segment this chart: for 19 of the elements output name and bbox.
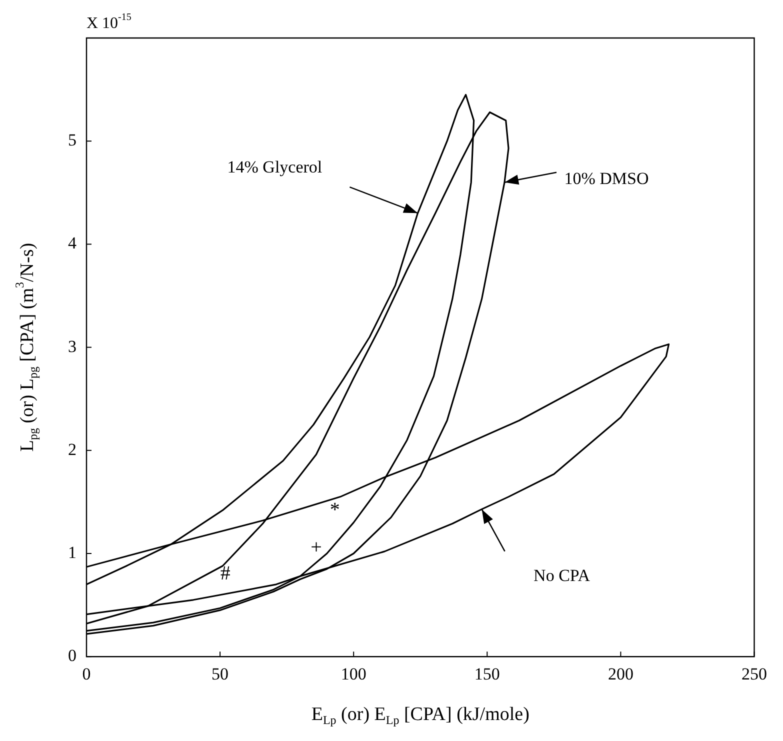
x-tick-label: 150: [474, 664, 500, 684]
x-tick-label: 100: [340, 664, 366, 684]
x-tick-label: 50: [212, 664, 229, 684]
annotation: 10% DMSO: [564, 168, 649, 188]
annotation: 14% Glycerol: [227, 158, 322, 177]
x-tick-label: 0: [82, 664, 91, 684]
y-tick-label: 5: [68, 130, 76, 150]
y-axis-title: Lpg (or) Lpg [CPA] (m3/N-s): [12, 242, 40, 452]
y-tick-label: 4: [68, 234, 77, 253]
y-tick-label: 3: [68, 336, 76, 356]
x-tick-label: 250: [742, 664, 767, 684]
annotation: *: [330, 499, 340, 522]
annotation: #: [220, 562, 230, 585]
y-tick-label: 2: [68, 440, 76, 459]
x-tick-label: 200: [608, 664, 634, 684]
y-tick-label: 1: [68, 542, 76, 562]
annotation: No CPA: [534, 566, 591, 585]
y-tick-label: 0: [68, 646, 76, 666]
annotation: +: [310, 536, 322, 559]
